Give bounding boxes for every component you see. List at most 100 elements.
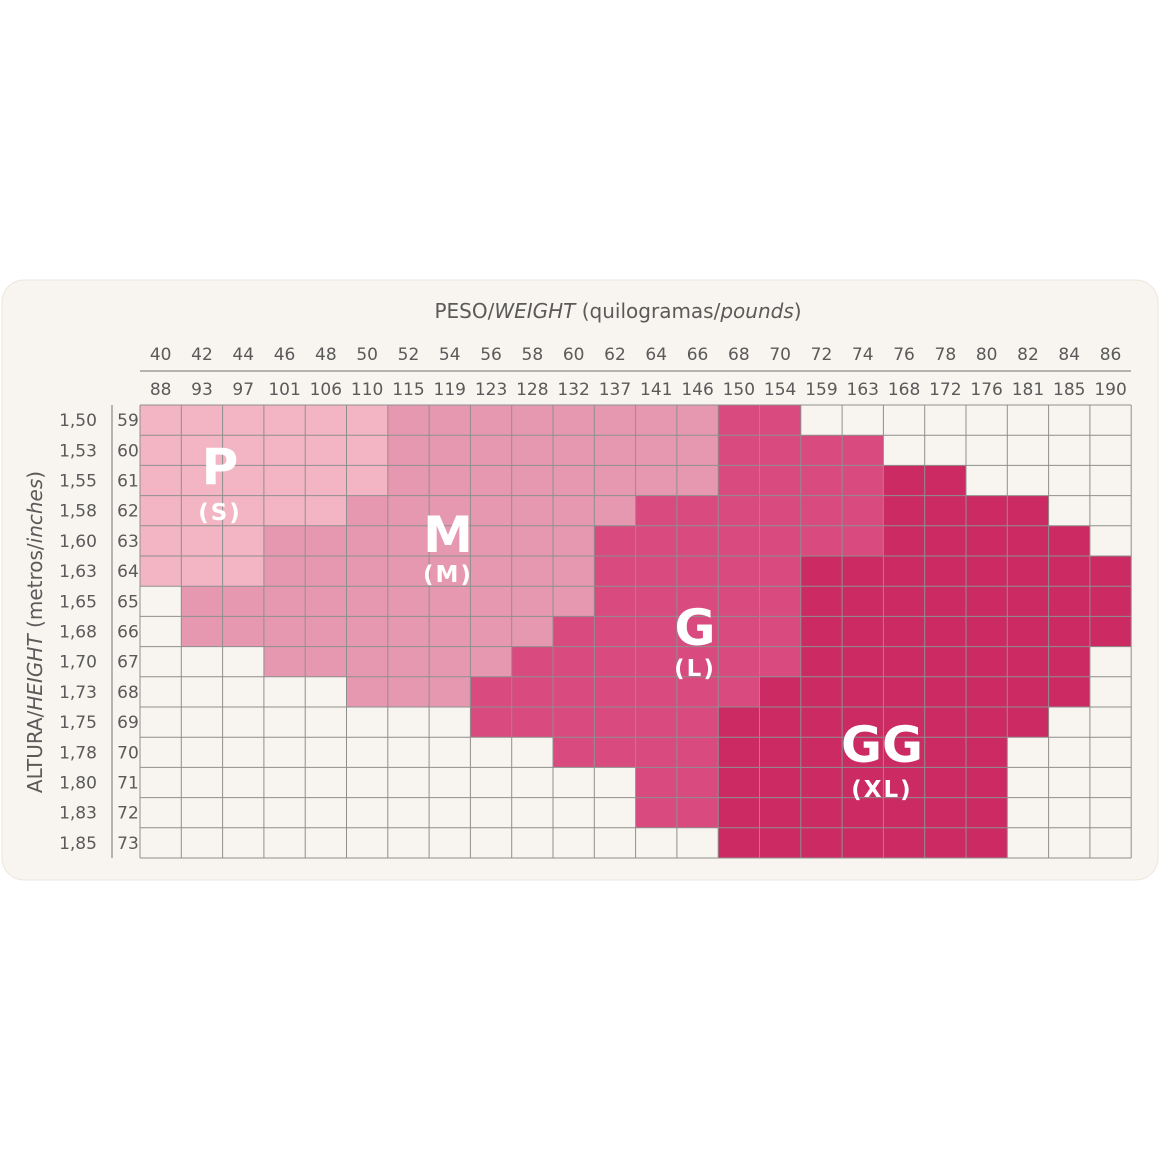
grid-cell (470, 556, 512, 587)
grid-cell (181, 435, 223, 466)
grid-cell (511, 525, 553, 556)
grid-cell (346, 495, 388, 526)
size-label: M (423, 506, 473, 564)
grid-cell (635, 525, 677, 556)
grid-cell (842, 435, 884, 466)
grid-cell (222, 556, 264, 587)
grid-cell (800, 676, 843, 707)
grid-cell (1048, 676, 1090, 707)
height-label: 1,55 (59, 472, 97, 492)
lbs-label: 137 (599, 380, 631, 400)
grid-cell (305, 586, 347, 617)
grid-cell (883, 707, 925, 738)
grid-cell (842, 616, 884, 647)
grid-cell (181, 616, 223, 647)
grid-cell (511, 435, 553, 466)
grid-cell (676, 586, 719, 617)
size-alt-label: (M) (423, 562, 473, 588)
grid-cell (924, 556, 966, 587)
inch-label: 72 (117, 804, 139, 824)
grid-cell (676, 646, 719, 677)
grid-cell (263, 465, 306, 496)
grid-cell (635, 616, 677, 647)
kg-label: 66 (687, 345, 709, 365)
grid-cell (594, 707, 636, 738)
grid-cell (759, 405, 801, 436)
grid-cell (842, 797, 884, 828)
grid-cell (924, 586, 966, 617)
grid-cell (1048, 646, 1090, 677)
inch-label: 59 (117, 411, 139, 431)
grid-cell (594, 525, 636, 556)
grid-cell (966, 556, 1008, 587)
grid-cell (966, 737, 1008, 768)
grid-cell (759, 767, 801, 798)
grid-cell (305, 465, 347, 496)
grid-cell (387, 676, 430, 707)
grid-cell (759, 586, 801, 617)
grid-cell (387, 556, 430, 587)
grid-cell (305, 435, 347, 466)
grid-cell (305, 405, 347, 436)
kg-label: 44 (232, 345, 254, 365)
grid-cell (181, 556, 223, 587)
grid-cell (1007, 525, 1049, 556)
grid-cell (842, 676, 884, 707)
grid-cell (883, 556, 925, 587)
grid-cell (140, 465, 182, 496)
weight-title-part: WEIGHT (494, 299, 577, 323)
grid-cell (883, 676, 925, 707)
grid-cell (222, 465, 264, 496)
weight-title-part: PESO/ (434, 299, 494, 323)
grid-cell (883, 465, 925, 496)
grid-cell (800, 737, 843, 768)
grid-cell (1007, 676, 1049, 707)
grid-cell (718, 646, 760, 677)
kg-label: 64 (645, 345, 667, 365)
grid-cell (511, 495, 553, 526)
inch-label: 68 (117, 683, 139, 703)
grid-cell (718, 525, 760, 556)
grid-cell (140, 525, 182, 556)
grid-cell (553, 435, 595, 466)
grid-cell (718, 767, 760, 798)
lbs-label: 150 (723, 380, 755, 400)
size-alt-label: (S) (198, 500, 242, 526)
grid-cell (594, 495, 636, 526)
grid-cell (346, 676, 388, 707)
grid-cell (553, 525, 595, 556)
grid-cell (429, 586, 471, 617)
grid-cell (387, 435, 430, 466)
grid-cell (635, 797, 677, 828)
grid-cell (222, 616, 264, 647)
grid-cell (553, 676, 595, 707)
grid-cell (346, 586, 388, 617)
grid-cell (759, 646, 801, 677)
kg-label: 62 (604, 345, 626, 365)
height-label: 1,83 (59, 804, 97, 824)
grid-cell (222, 435, 264, 466)
height-label: 1,53 (59, 441, 97, 461)
kg-label: 84 (1058, 345, 1080, 365)
grid-cell (966, 616, 1008, 647)
kg-label: 68 (728, 345, 750, 365)
grid-cell (594, 435, 636, 466)
grid-cell (924, 767, 966, 798)
inch-label: 66 (117, 623, 139, 643)
grid-cell (346, 616, 388, 647)
inch-label: 60 (117, 441, 139, 461)
height-title-part: HEIGHT (23, 633, 47, 711)
grid-cell (594, 616, 636, 647)
size-alt-label: (L) (674, 656, 716, 682)
grid-cell (759, 465, 801, 496)
grid-cell (470, 465, 512, 496)
height-label: 1,60 (59, 532, 97, 552)
kg-label: 48 (315, 345, 337, 365)
height-label: 1,50 (59, 411, 97, 431)
height-title-part: inches (23, 479, 47, 544)
lbs-label: 115 (392, 380, 424, 400)
grid-cell (676, 737, 719, 768)
grid-cell (718, 495, 760, 526)
size-label: G (674, 599, 715, 657)
grid-cell (553, 737, 595, 768)
